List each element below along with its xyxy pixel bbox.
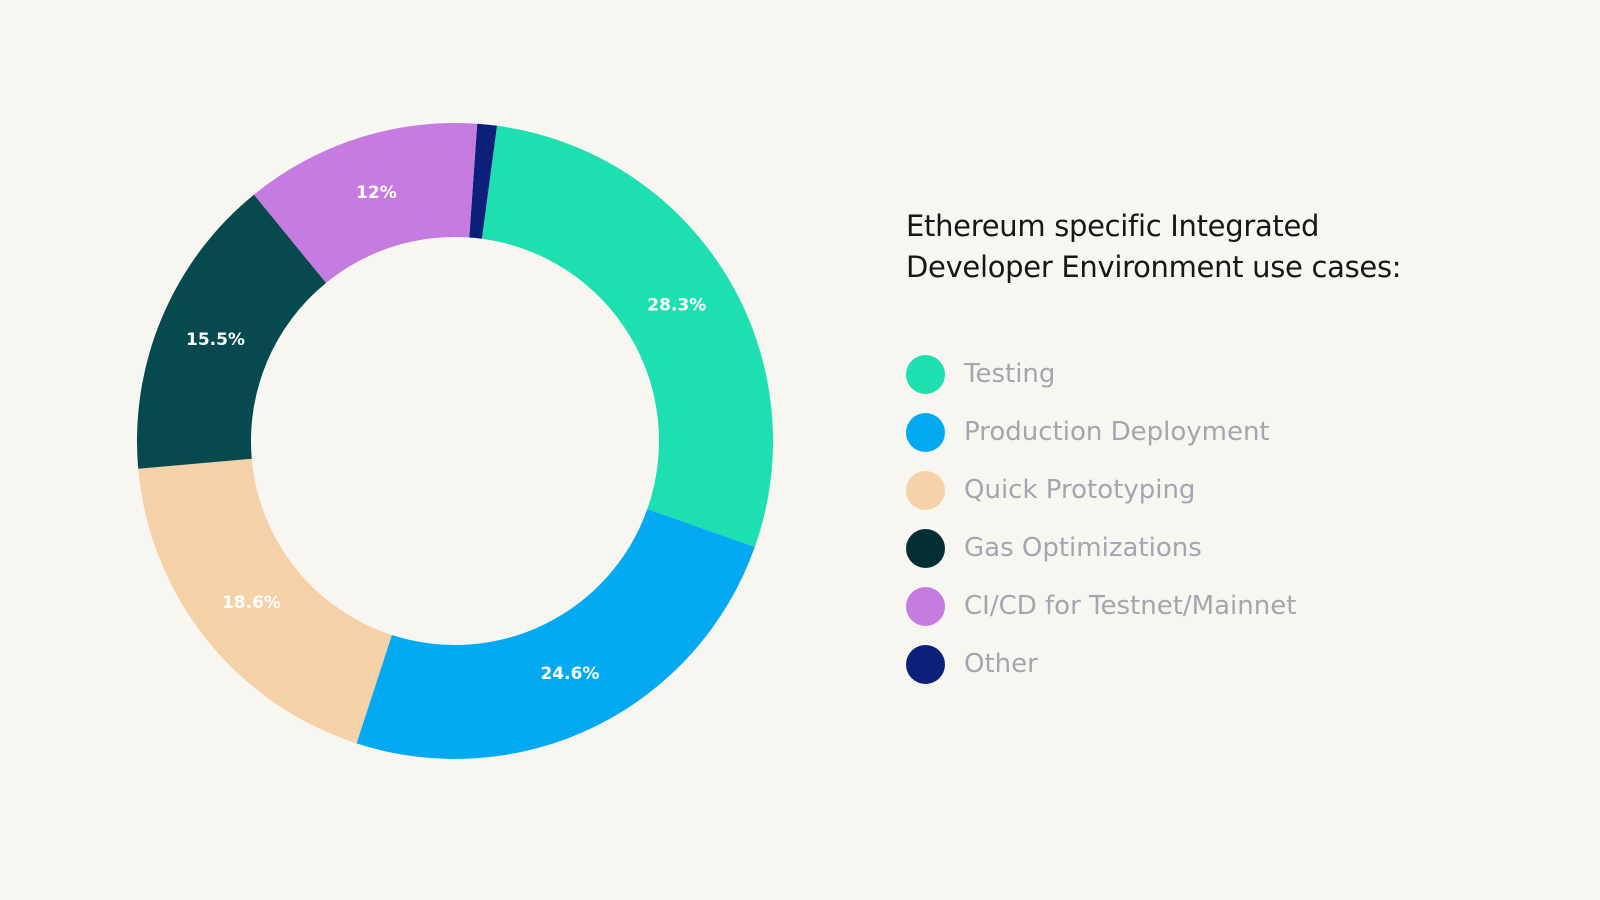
chart-title-line-1: Ethereum specific Integrated <box>906 209 1320 243</box>
legend-label: CI/CD for Testnet/Mainnet <box>964 591 1297 621</box>
slice-label: 18.6% <box>222 593 281 613</box>
legend-swatch-icon <box>906 644 945 684</box>
legend-item-other: Other <box>906 635 1296 693</box>
slice-quick-prototyping <box>138 458 392 744</box>
legend-label: Gas Optimizations <box>964 533 1202 563</box>
legend-swatch-icon <box>906 528 945 568</box>
legend-swatch-icon <box>906 412 945 452</box>
legend-item-testing: Testing <box>906 345 1296 403</box>
legend-item-production-deployment: Production Deployment <box>906 403 1296 461</box>
legend-swatch-icon <box>906 354 945 394</box>
legend-swatch-icon <box>906 586 945 626</box>
slice-label: 24.6% <box>540 664 599 684</box>
legend-label: Quick Prototyping <box>964 475 1196 505</box>
legend: Testing Production Deployment Quick Prot… <box>906 345 1296 693</box>
slice-label: 28.3% <box>647 295 706 315</box>
slice-label: 15.5% <box>186 330 245 350</box>
donut-chart: 28.3% 24.6% 18.6% 15.5% 12% <box>137 123 774 759</box>
slice-ci-cd-for-testnet-mainnet <box>254 123 478 283</box>
slice-label: 12% <box>356 183 397 203</box>
slice-testing <box>481 125 774 548</box>
legend-swatch-icon <box>906 470 945 510</box>
chart-title-line-2: Developer Environment use cases: <box>906 250 1402 284</box>
slice-other <box>469 123 498 239</box>
legend-label: Other <box>964 649 1038 679</box>
slice-gas-optimizations <box>137 194 327 469</box>
chart-title: Ethereum specific Integrated Developer E… <box>906 206 1402 288</box>
legend-item-quick-prototyping: Quick Prototyping <box>906 461 1296 519</box>
legend-label: Testing <box>964 359 1056 389</box>
legend-label: Production Deployment <box>964 417 1270 447</box>
legend-item-ci-cd: CI/CD for Testnet/Mainnet <box>906 577 1296 635</box>
slice-production-deployment <box>356 509 755 759</box>
legend-item-gas-optimizations: Gas Optimizations <box>906 519 1296 577</box>
